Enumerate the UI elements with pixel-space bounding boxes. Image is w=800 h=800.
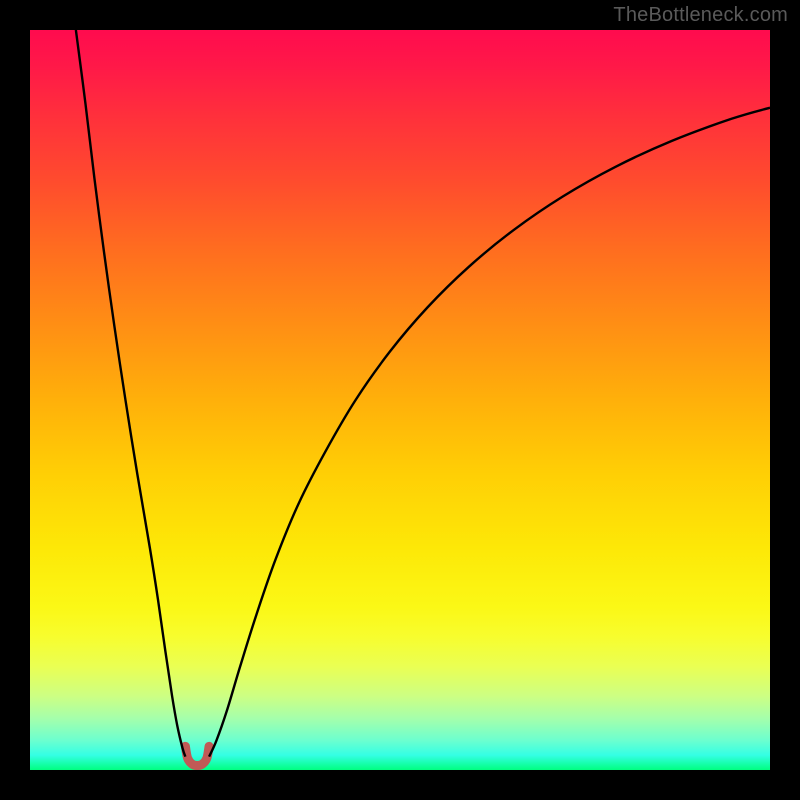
curve-right-branch — [209, 108, 770, 757]
curve-left-branch — [76, 30, 186, 757]
bottleneck-curve — [30, 30, 770, 770]
curve-valley — [185, 746, 209, 765]
watermark-text: TheBottleneck.com — [613, 4, 788, 27]
